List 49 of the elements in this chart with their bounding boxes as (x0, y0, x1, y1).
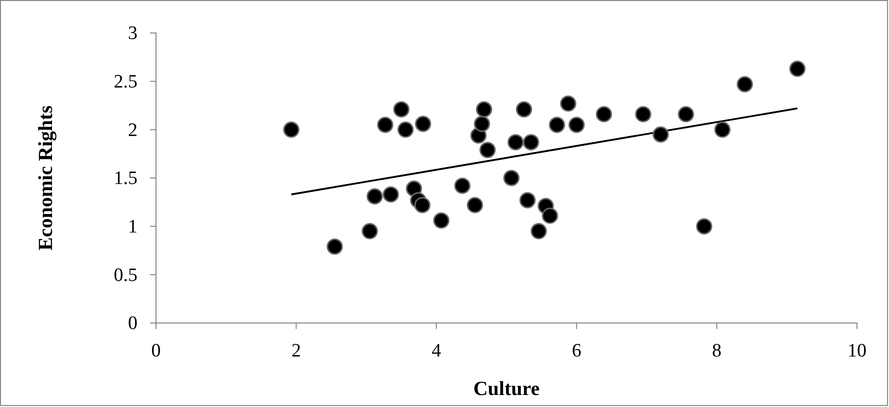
x-tick-label: 4 (432, 340, 442, 362)
y-tick-label: 0.5 (114, 264, 138, 286)
x-tick-label: 10 (848, 340, 866, 362)
y-tick-label: 1.5 (114, 168, 138, 190)
point (696, 218, 712, 234)
y-tick-label: 2 (128, 120, 138, 141)
point (568, 116, 585, 133)
y-tick-label: 2.5 (114, 71, 138, 92)
point (283, 122, 300, 138)
x-tick-label: 2 (291, 340, 301, 362)
y-tick-label: 3 (128, 23, 138, 44)
point (479, 142, 496, 158)
point (678, 106, 694, 122)
point (362, 223, 378, 240)
x-axis-title: Culture (473, 378, 540, 400)
point (714, 122, 731, 138)
y-tick-label: 0 (128, 313, 138, 334)
point (382, 186, 399, 203)
point (519, 192, 536, 208)
point (652, 126, 669, 143)
point (397, 122, 414, 138)
y-tick-label: 1 (128, 216, 138, 238)
point (466, 196, 484, 214)
x-tick-label: 6 (572, 340, 582, 362)
point (560, 95, 576, 112)
point (414, 196, 430, 214)
point (454, 178, 470, 194)
point (326, 238, 343, 255)
point (516, 101, 532, 118)
point (433, 212, 450, 229)
point (596, 106, 612, 122)
point (542, 208, 558, 224)
point (548, 116, 566, 133)
x-tick-label: 0 (151, 340, 161, 362)
point (414, 116, 432, 132)
point (476, 101, 492, 118)
point (635, 106, 652, 122)
point (503, 170, 520, 186)
point (530, 223, 547, 240)
point (736, 76, 753, 92)
y-axis-title: Economic Rights (35, 105, 57, 250)
point (789, 60, 806, 77)
point (366, 188, 383, 204)
point (522, 134, 540, 150)
point (393, 101, 410, 118)
point (508, 134, 524, 150)
x-tick-label: 8 (712, 340, 722, 362)
point (377, 116, 394, 133)
point (474, 116, 490, 132)
